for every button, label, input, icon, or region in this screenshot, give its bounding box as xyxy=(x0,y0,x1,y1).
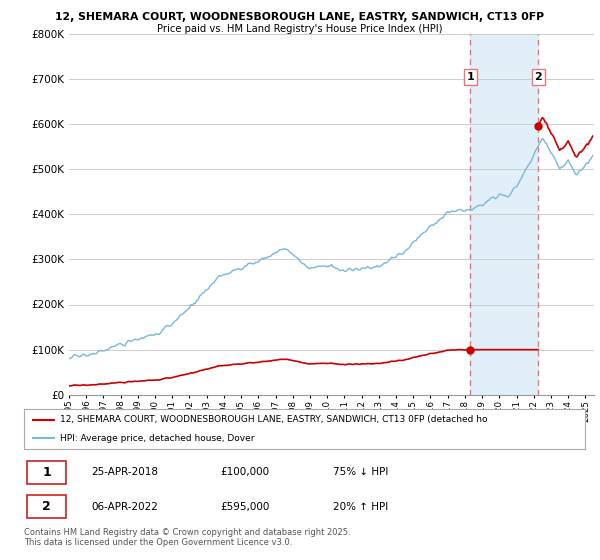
Text: 2: 2 xyxy=(42,500,51,513)
Text: 1: 1 xyxy=(42,466,51,479)
Text: 75% ↓ HPI: 75% ↓ HPI xyxy=(332,468,388,477)
Text: 12, SHEMARA COURT, WOODNESBOROUGH LANE, EASTRY, SANDWICH, CT13 0FP (detached ho: 12, SHEMARA COURT, WOODNESBOROUGH LANE, … xyxy=(61,415,488,424)
Text: 1: 1 xyxy=(467,72,474,82)
FancyBboxPatch shape xyxy=(27,495,66,518)
Text: Contains HM Land Registry data © Crown copyright and database right 2025.
This d: Contains HM Land Registry data © Crown c… xyxy=(24,528,350,548)
Text: 25-APR-2018: 25-APR-2018 xyxy=(91,468,158,477)
Text: £595,000: £595,000 xyxy=(220,502,270,511)
Bar xyxy=(470,34,538,395)
Text: 2: 2 xyxy=(535,72,542,82)
Text: 06-APR-2022: 06-APR-2022 xyxy=(91,502,158,511)
Text: 12, SHEMARA COURT, WOODNESBOROUGH LANE, EASTRY, SANDWICH, CT13 0FP: 12, SHEMARA COURT, WOODNESBOROUGH LANE, … xyxy=(55,12,545,22)
Text: £100,000: £100,000 xyxy=(220,468,269,477)
Text: HPI: Average price, detached house, Dover: HPI: Average price, detached house, Dove… xyxy=(61,434,255,443)
FancyBboxPatch shape xyxy=(27,461,66,484)
Text: 20% ↑ HPI: 20% ↑ HPI xyxy=(332,502,388,511)
Text: Price paid vs. HM Land Registry's House Price Index (HPI): Price paid vs. HM Land Registry's House … xyxy=(157,24,443,34)
